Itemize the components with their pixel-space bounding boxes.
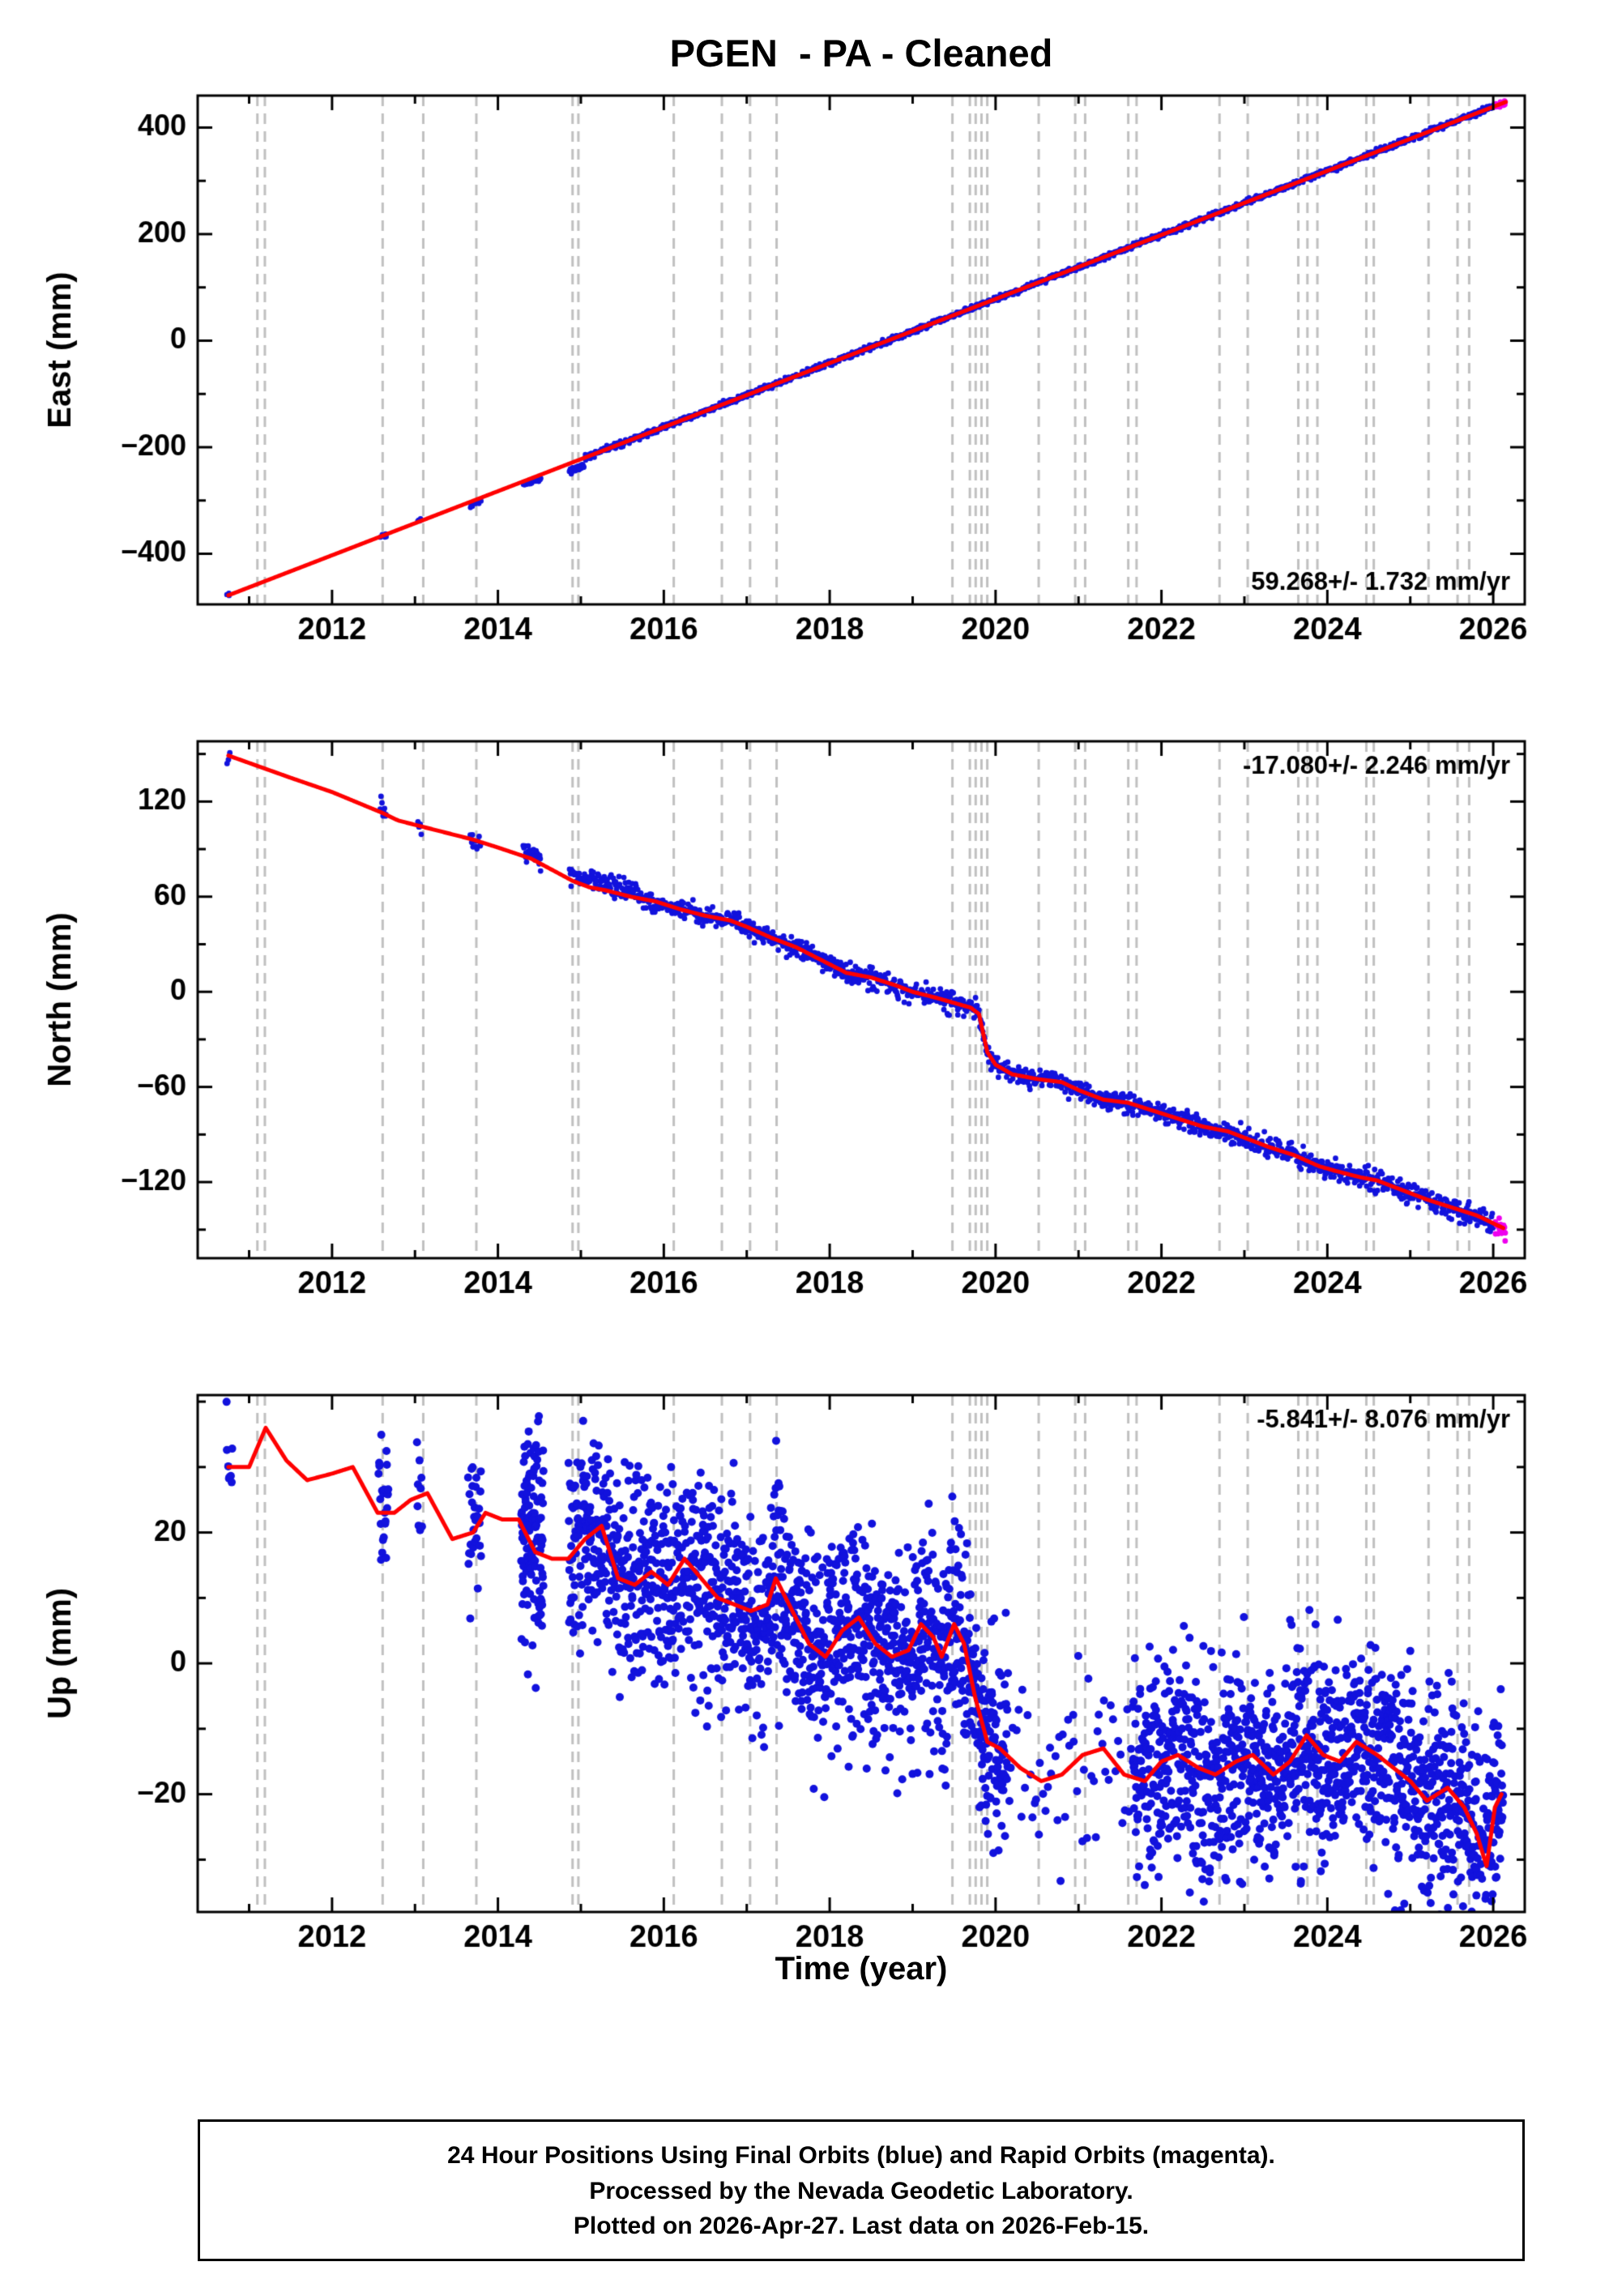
caption-box: 24 Hour Positions Using Final Orbits (bl… xyxy=(198,2119,1525,2261)
caption-line-orbits: 24 Hour Positions Using Final Orbits (bl… xyxy=(447,2142,1275,2169)
caption-line-processed: Processed by the Nevada Geodetic Laborat… xyxy=(589,2177,1133,2204)
plots-canvas xyxy=(0,0,1609,2106)
x-axis-label: Time (year) xyxy=(775,1951,948,1987)
caption-line-dates: Plotted on 2026-Apr-27. Last data on 202… xyxy=(573,2213,1150,2239)
figure-title: PGEN - PA - Cleaned xyxy=(669,32,1053,75)
